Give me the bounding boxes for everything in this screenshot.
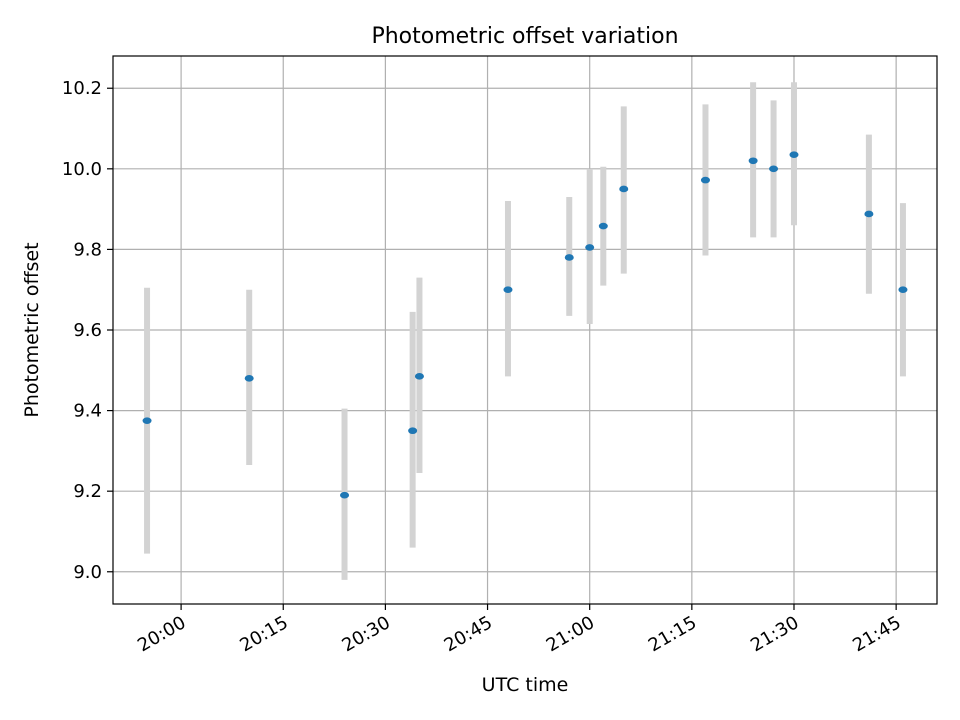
y-axis-label: Photometric offset xyxy=(21,242,43,417)
data-point xyxy=(598,222,608,230)
data-point xyxy=(585,244,595,251)
y-tick-label: 10.0 xyxy=(62,159,102,180)
data-point xyxy=(408,427,418,435)
y-tick-label: 9.0 xyxy=(73,562,102,583)
x-axis-label: UTC time xyxy=(482,674,569,696)
data-point xyxy=(414,373,424,380)
y-tick-label: 9.6 xyxy=(73,320,102,341)
y-tick-label: 9.8 xyxy=(73,239,102,260)
x-tick-label: 21:00 xyxy=(543,612,598,656)
data-point xyxy=(864,210,874,218)
data-point xyxy=(769,165,779,173)
x-axis-ticks: 20:00 20:15 20:30 20:45 21:00 21:15 21:30 21:45 xyxy=(134,604,905,656)
x-tick-label: 20:15 xyxy=(236,612,291,656)
data-point xyxy=(340,491,350,499)
data-point xyxy=(789,151,799,159)
data-point xyxy=(142,417,152,424)
data-point xyxy=(748,157,758,165)
chart-title: Photometric offset variation xyxy=(371,24,678,49)
data-point xyxy=(503,286,513,294)
data-point xyxy=(564,254,574,261)
y-tick-label: 9.2 xyxy=(73,481,102,502)
x-tick-label: 20:30 xyxy=(338,612,393,656)
x-tick-label: 20:00 xyxy=(134,612,189,656)
data-point xyxy=(700,176,710,184)
x-tick-label: 21:45 xyxy=(849,612,904,656)
error-bars xyxy=(144,82,906,580)
data-points xyxy=(142,151,908,499)
grid xyxy=(113,56,937,604)
data-point xyxy=(244,375,254,382)
data-point xyxy=(619,185,629,193)
y-tick-label: 9.4 xyxy=(73,401,102,422)
y-tick-label: 10.2 xyxy=(62,78,102,99)
x-tick-label: 20:45 xyxy=(441,612,496,656)
y-axis-ticks: 9.0 9.2 9.4 9.6 9.8 10.0 10.2 xyxy=(62,78,113,583)
x-tick-label: 21:30 xyxy=(747,612,802,656)
data-point xyxy=(898,286,908,294)
x-tick-label: 21:15 xyxy=(645,612,700,656)
